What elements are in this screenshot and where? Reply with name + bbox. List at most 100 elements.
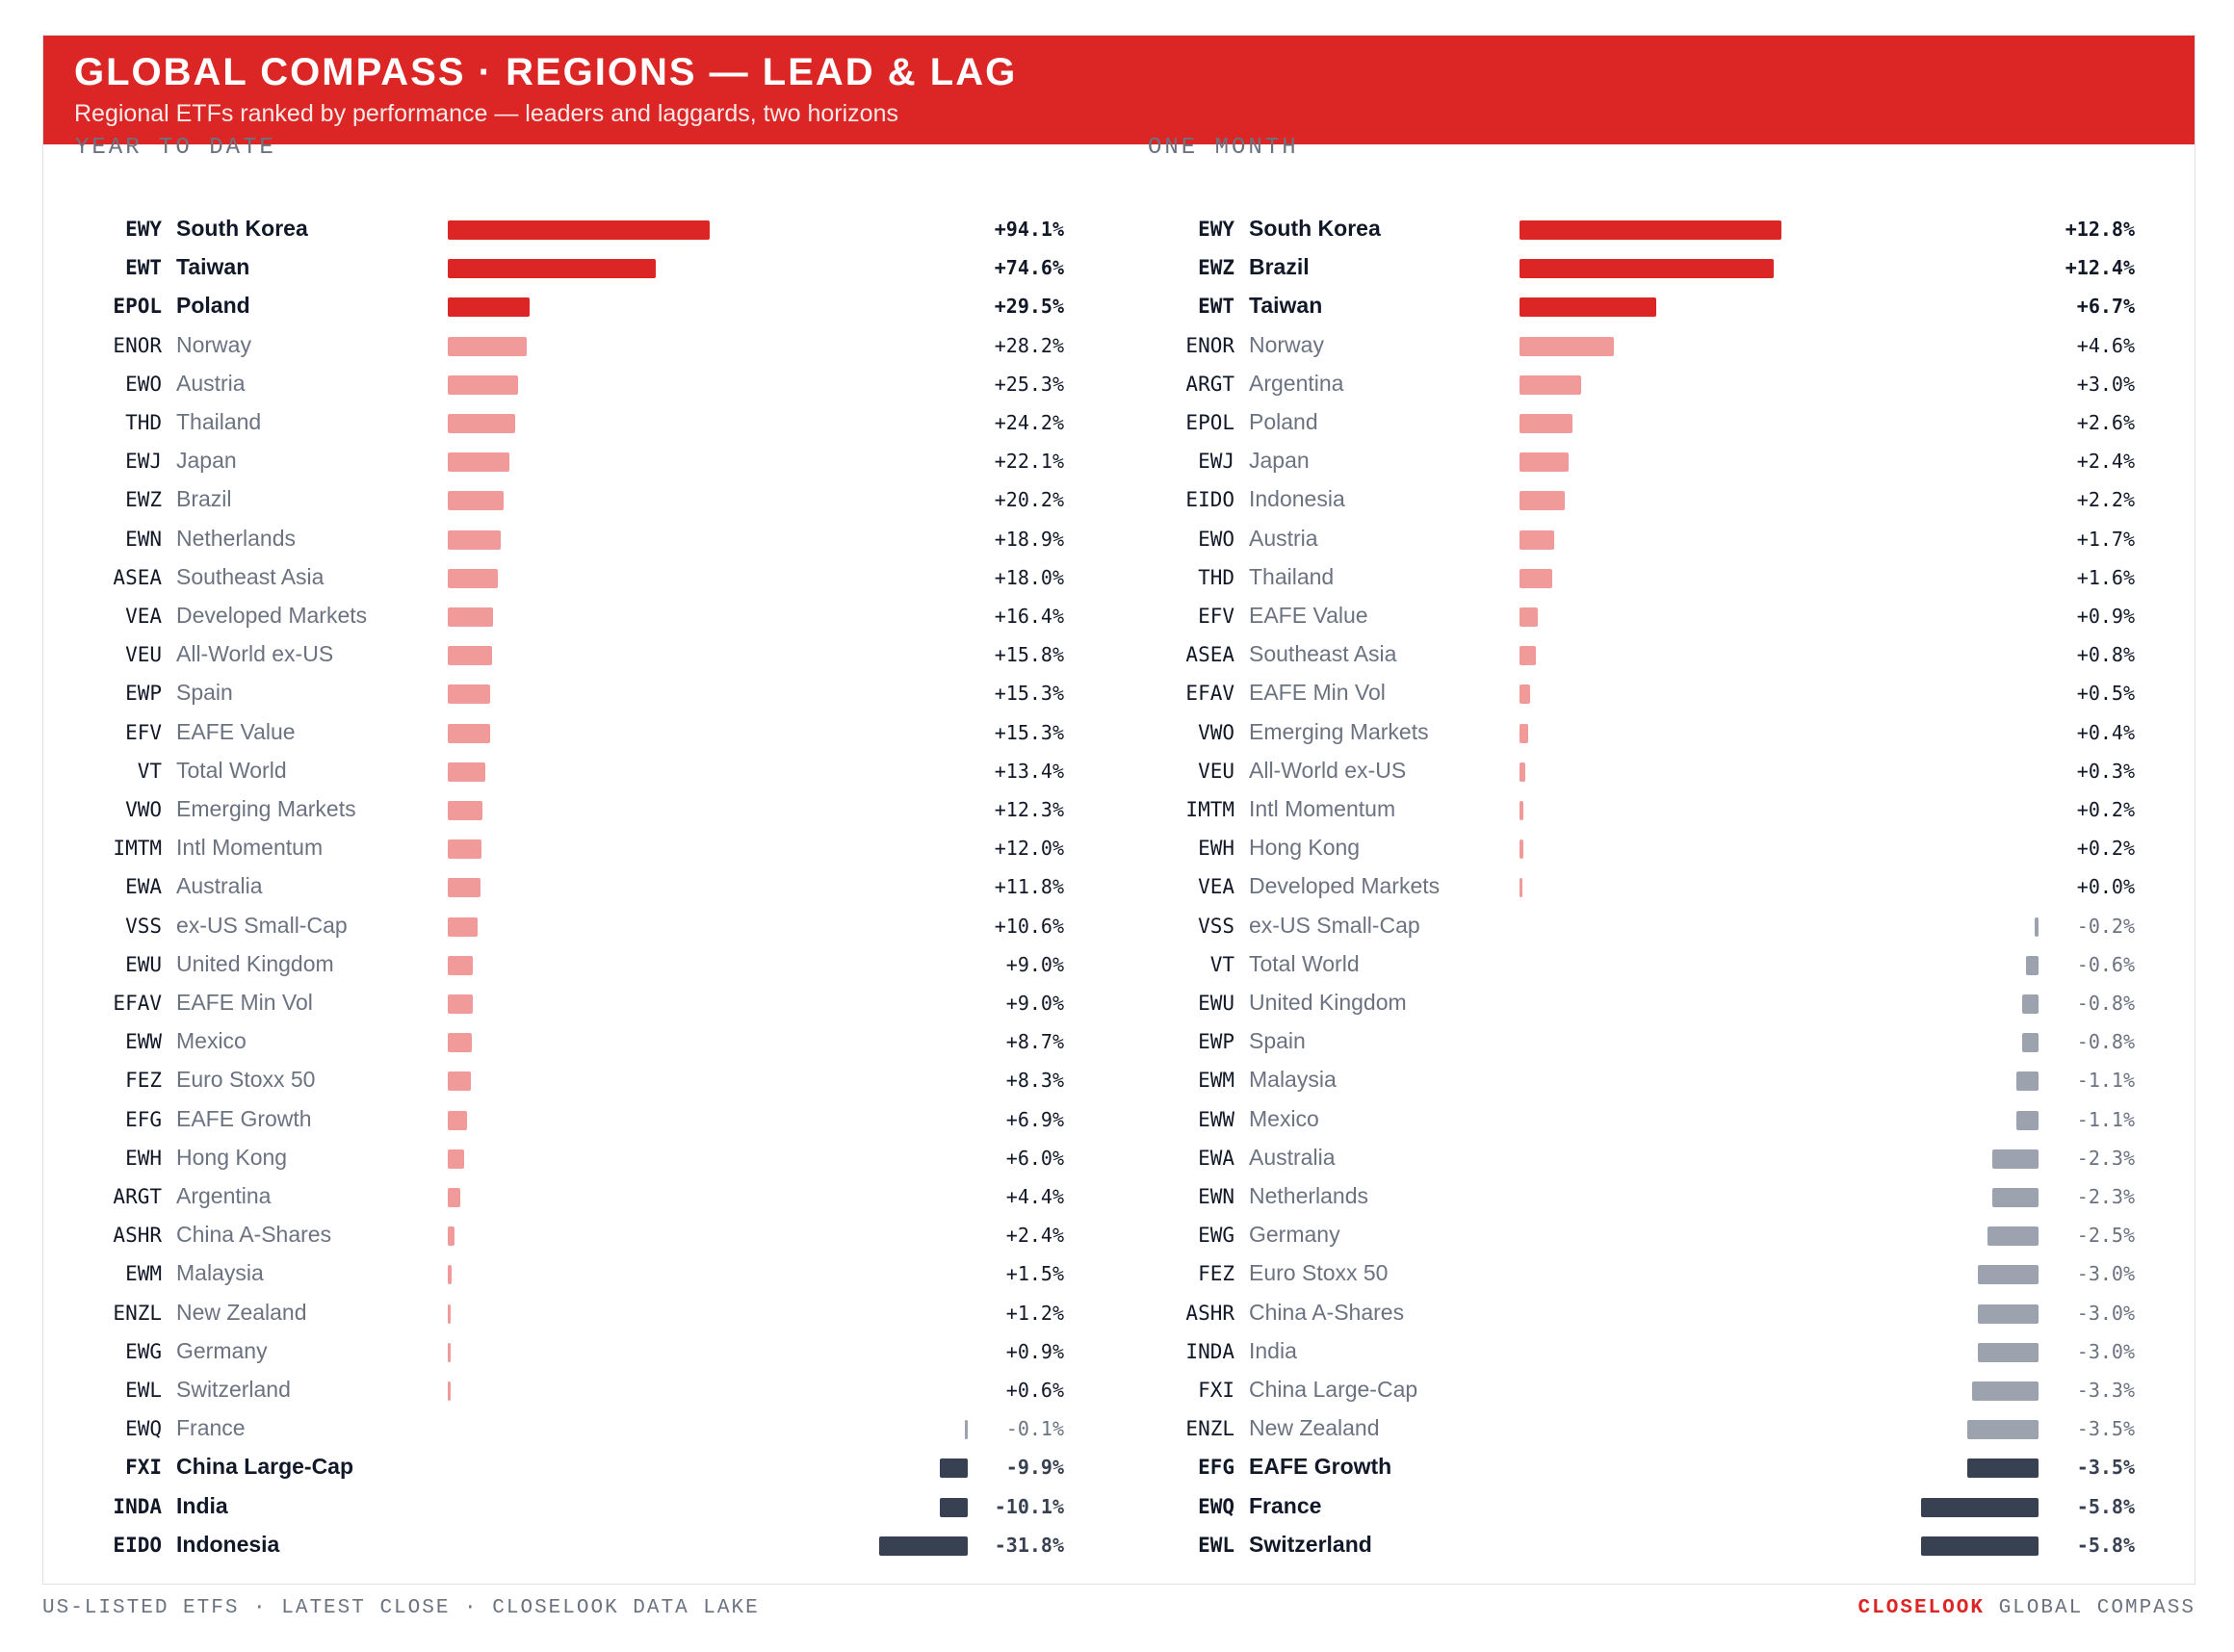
table-row: VEU All-World ex-US +15.8% [0,635,2234,674]
footer-source: US-LISTED ETFS · LATEST CLOSE · CLOSELOO… [42,1597,760,1619]
ticker-label: EFV [125,720,162,744]
ticker-label: ENOR [113,333,162,357]
value-label: -2.5% [2076,1224,2135,1248]
bar [448,297,531,318]
table-row: ENZL New Zealand +1.2% [0,1294,2234,1332]
table-row: EWQ France -0.1% [0,1409,2234,1448]
table-row: INDA India -3.0% [0,1332,2234,1371]
bar [448,1265,453,1285]
table-row: EWW Mexico +8.7% [0,1022,2234,1061]
table-row: EFV EAFE Value +0.9% [0,597,2234,635]
ticker-label: EWL [125,1379,162,1402]
value-label: +15.8% [994,643,1064,667]
ticker-label: FEZ [125,1069,162,1093]
ticker-label: EWQ [125,1417,162,1441]
value-label: +11.8% [994,875,1064,899]
region-name: Japan [176,448,237,474]
bar [1520,607,1539,627]
bar [879,1536,968,1556]
region-name: Taiwan [176,254,250,280]
table-row: EFG EAFE Growth +6.9% [0,1100,2234,1139]
ticker-label: VT [1209,952,1234,976]
bar [2022,1033,2039,1053]
footer-brand: CLOSELOOK GLOBAL COMPASS [1858,1597,2195,1619]
bar [448,723,491,743]
value-label: -3.0% [2076,1339,2135,1363]
bar [1520,414,1573,433]
region-name: Norway [176,331,251,357]
value-label: +0.4% [2076,720,2135,744]
region-name: Indonesia [1249,486,1345,512]
ticker-label: EWU [1198,992,1234,1015]
page-subtitle: Regional ETFs ranked by performance — le… [74,100,898,127]
value-label: -0.2% [2076,914,2135,938]
value-label: -0.1% [1005,1417,1064,1441]
value-label: +25.3% [994,372,1064,396]
value-label: -0.6% [2076,952,2135,976]
value-label: +8.3% [1005,1069,1064,1093]
table-row: VT Total World -0.6% [0,945,2234,984]
region-name: Hong Kong [1249,835,1361,861]
bar [1520,491,1565,511]
value-label: +3.0% [2076,372,2135,396]
ticker-label: EWZ [125,488,162,512]
value-label: +15.3% [994,720,1064,744]
ticker-label: INDA [1185,1339,1234,1363]
bar [2022,994,2039,1014]
ticker-label: VSS [125,914,162,938]
bar [1921,1536,2039,1556]
ticker-label: EWP [1198,1030,1234,1054]
table-row: ASEA Southeast Asia +0.8% [0,635,2234,674]
ticker-label: EWW [125,1030,162,1054]
value-label: +8.7% [1005,1030,1064,1054]
value-label: +6.7% [2076,295,2135,319]
bar [1977,1304,2039,1324]
bar [2015,1071,2039,1092]
ticker-label: EWA [1198,1146,1234,1170]
table-row: EIDO Indonesia -31.8% [0,1526,2234,1564]
table-row: EWL Switzerland +0.6% [0,1371,2234,1409]
value-label: +12.8% [2065,218,2135,241]
panel-title-one-month: ONE MONTH [1148,135,1299,161]
table-row: EWQ France -5.8% [0,1487,2234,1526]
panel-title-ytd: YEAR TO DATE [75,135,276,161]
ticker-label: THD [1198,565,1234,589]
ticker-label: EWQ [1198,1494,1234,1518]
table-row: FEZ Euro Stoxx 50 +8.3% [0,1061,2234,1099]
table-row: EWA Australia +11.8% [0,867,2234,906]
bar [1520,374,1581,395]
value-label: +6.0% [1005,1146,1064,1170]
bar [448,1304,452,1324]
region-name: New Zealand [1249,1415,1380,1441]
ticker-label: EWJ [125,450,162,474]
table-row: EFAV EAFE Min Vol +0.5% [0,674,2234,712]
table-row: EWU United Kingdom -0.8% [0,984,2234,1022]
region-name: Euro Stoxx 50 [176,1067,316,1093]
ticker-label: VEA [125,605,162,628]
page-title: GLOBAL COMPASS · REGIONS — LEAD & LAG [74,51,1018,93]
ticker-label: FXI [1198,1379,1234,1402]
region-name: Australia [1249,1144,1336,1170]
region-name: India [1249,1337,1297,1363]
region-name: Australia [176,873,263,899]
ticker-label: ENZL [113,1301,162,1325]
bar [448,1381,451,1401]
value-label: -2.3% [2076,1185,2135,1208]
bar [1520,336,1614,356]
region-name: Netherlands [176,525,297,551]
bar [1987,1226,2039,1247]
value-label: -2.3% [2076,1146,2135,1170]
region-name: Argentina [176,1183,272,1208]
bar [965,1420,968,1440]
ticker-label: EFG [1198,1456,1234,1480]
ticker-label: EWJ [1198,450,1234,474]
region-name: ex-US Small-Cap [1249,912,1420,938]
region-name: South Korea [1249,216,1381,241]
table-row: EWZ Brazil +12.4% [0,248,2234,287]
table-row: ASHR China A-Shares +2.4% [0,1216,2234,1254]
bar [1520,259,1774,279]
region-name: Japan [1249,448,1310,474]
ticker-label: EWG [125,1339,162,1363]
ticker-label: EWH [1198,837,1234,861]
bar [448,491,505,511]
